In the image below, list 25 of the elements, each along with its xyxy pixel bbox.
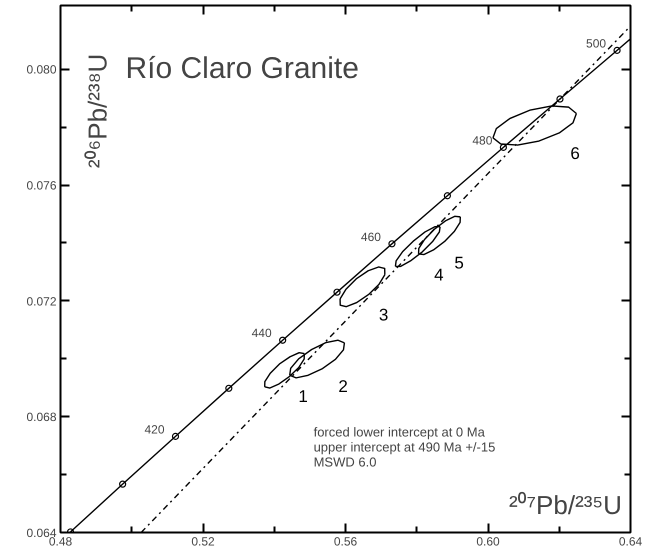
x-tick-label: 0.52 (191, 534, 216, 548)
annotation: 460 (360, 230, 382, 244)
annotation: 500 (586, 36, 606, 50)
y-tick-label: 0.076 (26, 178, 57, 193)
series-label: 4 (434, 265, 444, 284)
annotation: 440 (252, 326, 272, 340)
x-axis-title: ²⁰⁷Pb/²³⁵U (508, 490, 622, 520)
y-tick-label: 0.072 (26, 294, 57, 308)
x-tick-label: 0.60 (476, 534, 500, 548)
y-tick-label: 0.080 (26, 62, 57, 77)
x-tick-label: 0.56 (334, 534, 358, 548)
y-axis-title: ²⁰⁶Pb/²³⁸U (82, 54, 113, 168)
annotation: upper intercept at 490 Ma +/-15 (314, 439, 496, 454)
series-label: 5 (454, 254, 464, 273)
annotation: forced lower intercept at 0 Ma (314, 424, 486, 440)
series-label: 1 (298, 387, 308, 406)
text: Río Claro Granite (125, 52, 359, 86)
x-tick-label: 0.64 (618, 534, 643, 548)
series-label: 2 (338, 376, 348, 396)
annotation: MSWD 6.0 (314, 454, 376, 470)
series-label: 6 (570, 144, 580, 164)
annotation: 480 (472, 133, 493, 148)
annotation: 420 (144, 422, 165, 436)
series-label: 3 (378, 306, 388, 325)
y-tick-label: 0.068 (26, 410, 57, 424)
